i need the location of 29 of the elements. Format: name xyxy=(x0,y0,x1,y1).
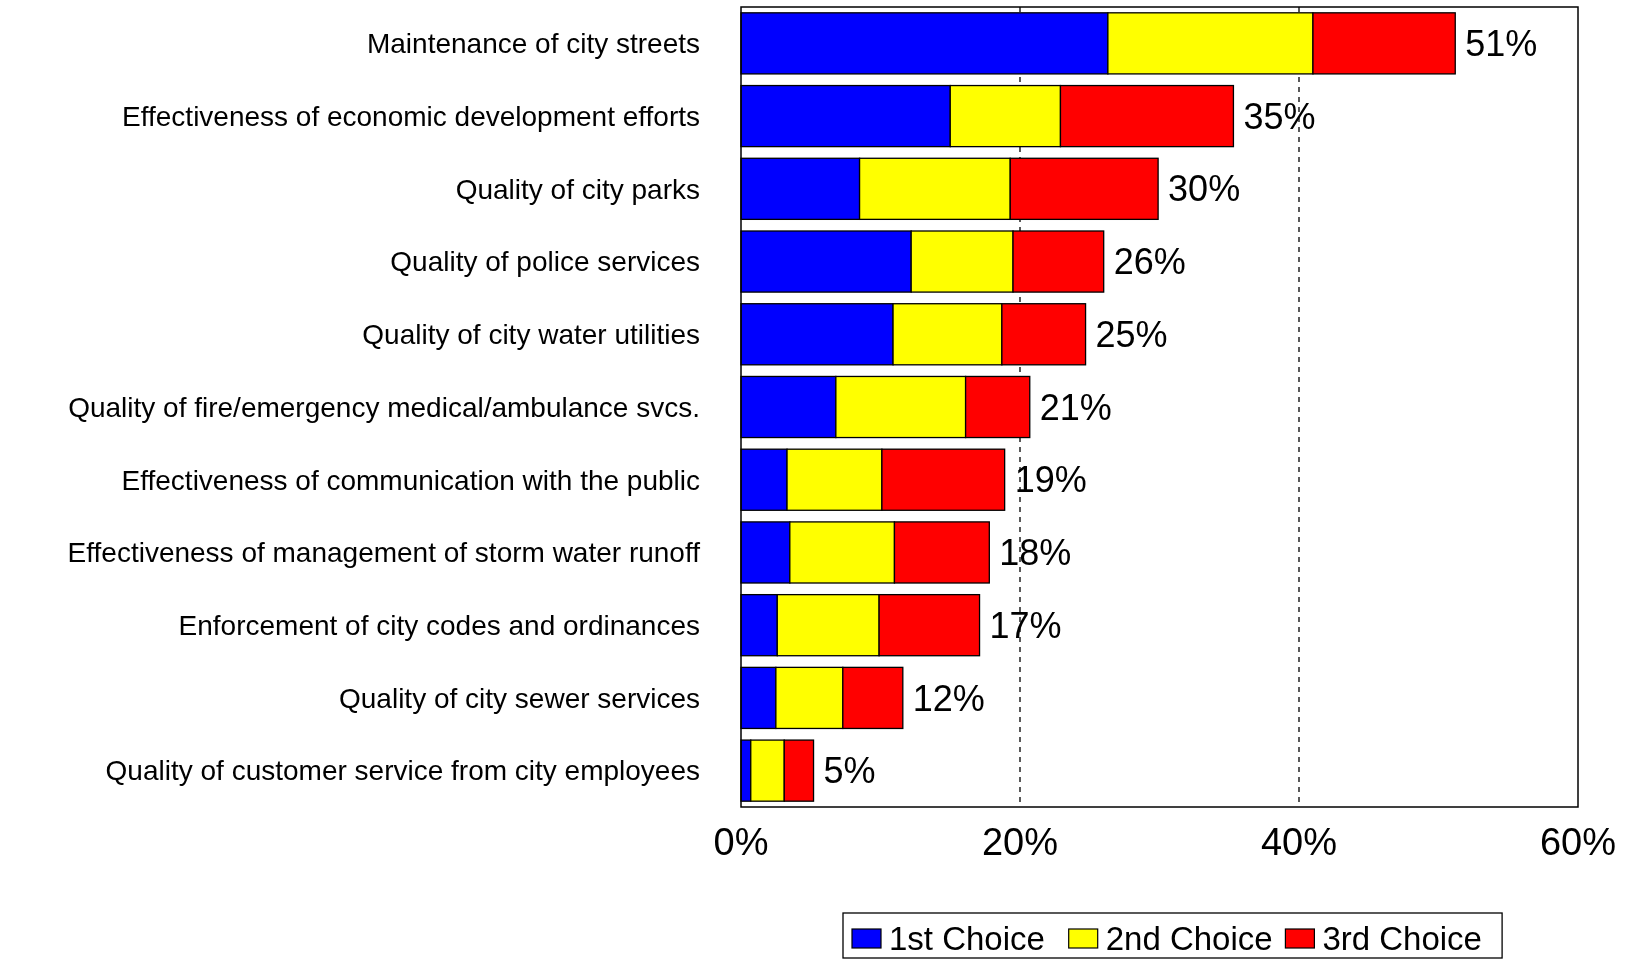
y-tick-label: Effectiveness of economic development efforts xyxy=(122,100,700,132)
y-tick-label: Quality of city sewer services xyxy=(339,682,700,714)
total-label: 19% xyxy=(1014,459,1087,501)
y-tick-label: Effectiveness of communication with the public xyxy=(121,464,700,496)
total-label: 17% xyxy=(989,604,1062,646)
y-tick-label: Quality of city parks xyxy=(455,173,700,205)
y-tick-label: Quality of fire/emergency medical/ambulance svcs. xyxy=(68,391,700,423)
y-tick-label: Quality of customer service from city employees xyxy=(105,755,700,787)
total-label: 26% xyxy=(1113,241,1186,283)
legend-label: 2nd Choice xyxy=(1105,920,1273,957)
x-tick-label: 40% xyxy=(1260,821,1338,863)
y-tick-label: Effectiveness of management of storm water runoff xyxy=(67,537,701,569)
legend-label: 1st Choice xyxy=(889,920,1045,957)
total-label: 30% xyxy=(1168,168,1241,210)
y-tick-label: Quality of city water utilities xyxy=(362,319,700,351)
total-label: 18% xyxy=(999,532,1072,574)
x-tick-label: 20% xyxy=(981,821,1059,863)
total-label: 5% xyxy=(823,750,876,792)
total-label: 25% xyxy=(1095,313,1168,355)
y-tick-label: Quality of police services xyxy=(390,246,700,278)
total-label: 21% xyxy=(1039,386,1112,428)
total-label: 35% xyxy=(1243,95,1316,137)
legend-label: 3rd Choice xyxy=(1322,920,1482,957)
y-tick-label: Maintenance of city streets xyxy=(366,28,700,60)
x-tick-label: 0% xyxy=(713,821,769,863)
total-label: 51% xyxy=(1465,22,1538,64)
y-tick-label: Enforcement of city codes and ordinances xyxy=(178,609,700,641)
x-tick-label: 60% xyxy=(1539,821,1617,863)
total-label: 12% xyxy=(912,677,985,719)
